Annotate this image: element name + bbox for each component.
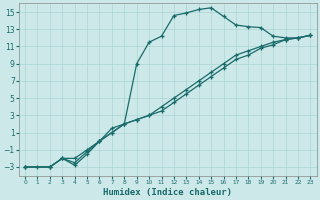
X-axis label: Humidex (Indice chaleur): Humidex (Indice chaleur) bbox=[103, 188, 232, 197]
